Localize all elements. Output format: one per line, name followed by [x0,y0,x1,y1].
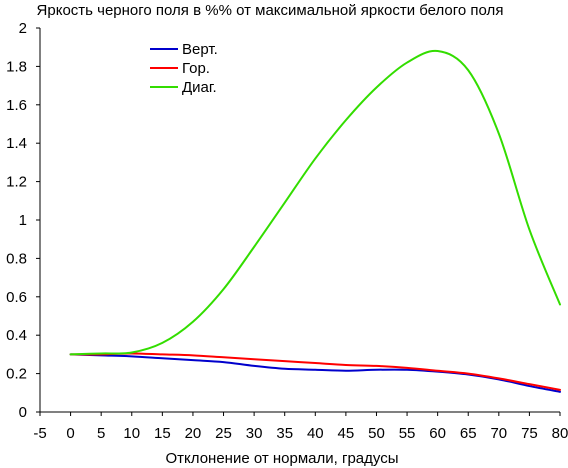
x-tick-label: 25 [215,425,232,442]
y-tick-label: 1 [19,212,27,229]
y-tick-label: 0.8 [6,250,27,267]
x-tick-label: 0 [66,425,74,442]
x-tick-label: 35 [276,425,293,442]
x-tick-label: 65 [460,425,477,442]
y-axis-ticks: 0 0.2 0.4 0.6 0.8 1 1.2 1.4 1.6 1.8 2 [6,20,40,421]
x-tick-label: 30 [246,425,263,442]
x-tick-label: 5 [97,425,105,442]
x-tick-label: 60 [429,425,446,442]
x-tick-label: 40 [307,425,324,442]
legend-label-3: Диаг. [182,79,217,96]
series-lines [69,49,561,393]
y-tick-label: 0.6 [6,289,27,306]
x-tick-label: 45 [338,425,355,442]
x-axis-title: Отклонение от нормали, градусы [166,450,399,467]
series-line-1 [69,353,561,393]
y-tick-label: 0.2 [6,366,27,383]
y-tick-label: 1.6 [6,97,27,114]
x-axis-ticks: -5 0 5 10 15 20 25 30 35 40 45 50 55 60 65 70 75 80 [33,412,568,442]
x-tick-label: 80 [552,425,568,442]
y-tick-label: 1.2 [6,174,27,191]
y-tick-label: 1.8 [6,58,27,75]
x-tick-label: 50 [368,425,385,442]
y-tick-label: 0 [19,404,27,421]
x-tick-label: 15 [154,425,171,442]
x-tick-label: 70 [490,425,507,442]
x-tick-label: 20 [185,425,202,442]
x-tick-label: 75 [521,425,538,442]
series-line-2 [69,352,561,391]
legend: Верт. Гор. Диаг. [150,41,218,96]
y-tick-label: 0.4 [6,327,27,344]
x-tick-label: 10 [123,425,140,442]
legend-label-2: Гор. [182,60,210,77]
x-tick-label: -5 [33,425,46,442]
y-tick-label: 1.4 [6,135,27,152]
x-tick-label: 55 [399,425,416,442]
series-line-3 [69,49,561,356]
chart-title: Яркость черного поля в %% от максимально… [37,2,504,19]
legend-label-1: Верт. [182,41,218,58]
y-tick-label: 2 [19,20,27,37]
